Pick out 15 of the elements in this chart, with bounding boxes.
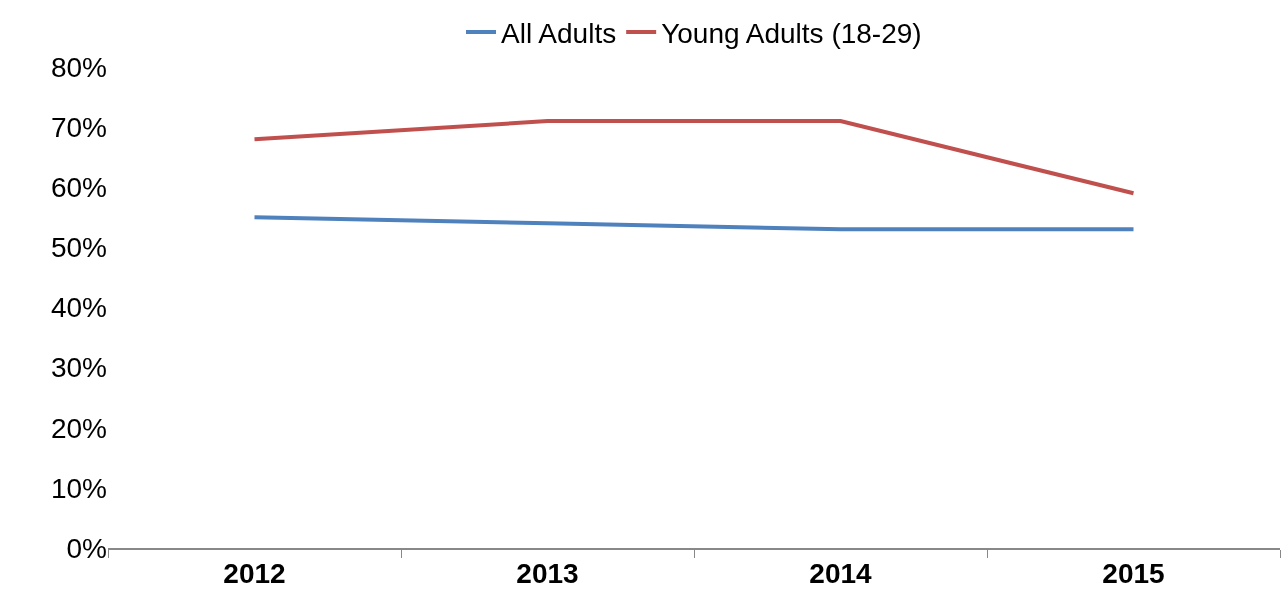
y-tick-label: 50% <box>50 232 107 264</box>
legend-label: Young Adults (18-29) <box>661 18 922 49</box>
y-tick-label: 20% <box>50 412 107 444</box>
y-tick-label: 0% <box>66 532 107 564</box>
x-tick-label: 2015 <box>1102 558 1165 590</box>
legend-label: All Adults <box>501 18 617 49</box>
y-tick-label: 40% <box>50 292 107 324</box>
y-tick-label: 70% <box>50 111 107 143</box>
y-tick-label: 80% <box>50 51 107 83</box>
y-tick-label: 30% <box>50 352 107 384</box>
y-tick-label: 60% <box>50 172 107 204</box>
x-tick-label: 2013 <box>516 558 579 590</box>
x-tick-label: 2014 <box>809 558 873 590</box>
y-tick-label: 10% <box>50 472 107 504</box>
x-tick-label: 2012 <box>223 558 286 590</box>
